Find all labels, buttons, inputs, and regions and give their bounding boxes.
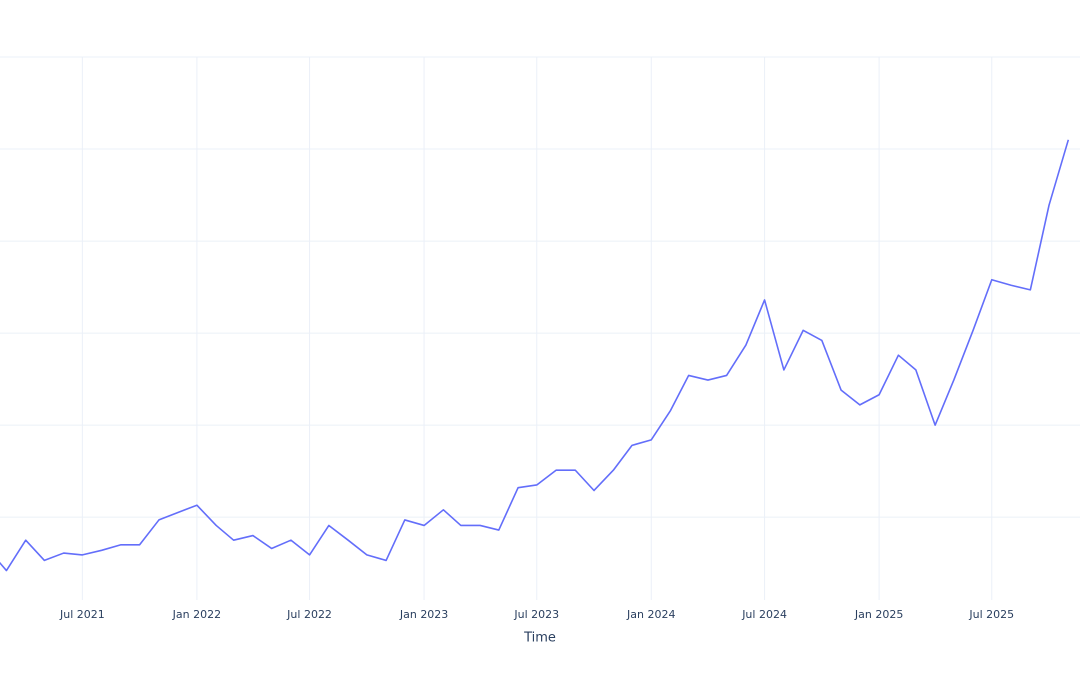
x-tick-label: Jan 2024 bbox=[626, 608, 675, 621]
x-axis-title: Time bbox=[523, 631, 556, 646]
x-tick-label: Jan 2025 bbox=[854, 608, 903, 621]
data-line bbox=[0, 139, 1070, 572]
x-tick-label: Jul 2021 bbox=[59, 608, 105, 621]
x-tick-label: Jul 2025 bbox=[968, 608, 1014, 621]
x-tick-label: Jan 2022 bbox=[172, 608, 221, 621]
plot-area bbox=[0, 139, 1070, 572]
grid bbox=[0, 56, 1080, 600]
x-tick-label: Jan 2023 bbox=[399, 608, 448, 621]
x-tick-label: Jul 2024 bbox=[741, 608, 787, 621]
x-tick-label: Jul 2022 bbox=[286, 608, 332, 621]
x-tick-label: Jul 2023 bbox=[513, 608, 559, 621]
